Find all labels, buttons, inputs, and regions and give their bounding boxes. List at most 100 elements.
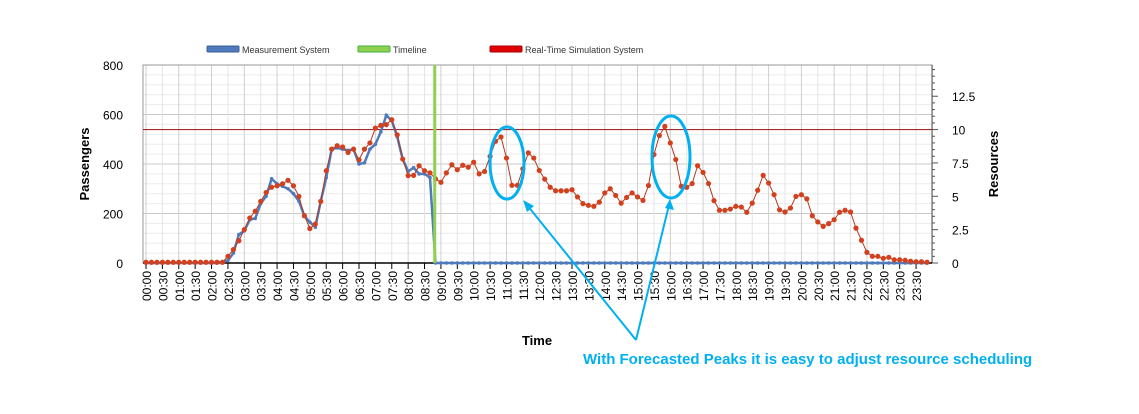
measurement-point <box>362 160 367 165</box>
x-axis-ticks: 00:00 00:30 01:00 01:30 02:00 02:30 03:00 03:30… <box>140 262 932 301</box>
simulation-point <box>645 182 652 189</box>
simulation-point <box>744 209 750 215</box>
simulation-point <box>241 226 247 233</box>
simulation-point <box>525 150 531 156</box>
measurement-point <box>597 261 602 265</box>
measurement-point <box>739 261 744 265</box>
simulation-point <box>831 217 837 223</box>
measurement-point <box>777 261 782 265</box>
peak-highlight-ellipse <box>488 125 526 201</box>
series <box>143 65 932 265</box>
arrow-head-icon <box>665 199 674 210</box>
measurement-point <box>826 261 831 265</box>
x-tick-label: 10:30 <box>484 271 498 301</box>
measurement-point <box>646 261 651 265</box>
simulation-point <box>536 167 542 174</box>
simulation-point <box>760 172 766 178</box>
measurement-point <box>684 261 689 265</box>
simulation-point <box>378 122 384 128</box>
simulation-point <box>864 249 870 255</box>
measurement-point <box>608 261 613 265</box>
simulation-point <box>776 207 783 213</box>
measurement-point <box>815 261 820 265</box>
measurement-point <box>701 261 705 265</box>
simulation-point <box>372 125 378 131</box>
x-tick-label: 18:00 <box>730 271 744 301</box>
x-tick-label: 03:30 <box>255 271 269 301</box>
measurement-point <box>537 261 542 265</box>
x-axis-title: Time <box>522 333 552 348</box>
x-tick-label: 03:00 <box>238 271 252 301</box>
measurement-point <box>865 261 869 265</box>
measurement-point <box>286 186 290 191</box>
measurement-point <box>613 261 618 265</box>
x-tick-label: 20:00 <box>795 271 809 301</box>
simulation-point <box>269 184 275 190</box>
simulation-point <box>285 177 291 183</box>
simulation-point <box>607 186 613 192</box>
simulation-point <box>394 132 400 138</box>
simulation-point <box>695 163 701 169</box>
simulation-point <box>263 189 269 196</box>
simulation-point <box>858 237 865 243</box>
x-tick-label: 09:30 <box>451 271 465 301</box>
simulation-point <box>804 196 810 202</box>
measurement-point <box>750 261 755 265</box>
measurement-point <box>444 261 449 265</box>
measurement-point <box>226 258 230 263</box>
simulation-point <box>208 259 215 265</box>
measurement-point <box>799 261 804 265</box>
x-tick-label: 05:30 <box>320 271 334 301</box>
simulation-point <box>820 223 826 229</box>
simulation-point <box>279 181 286 187</box>
measurement-point <box>859 261 864 265</box>
measurement-point <box>668 261 673 265</box>
measurement-point <box>723 261 727 265</box>
simulation-point <box>411 172 417 178</box>
simulation-point <box>367 140 373 146</box>
measurement-point <box>734 261 738 265</box>
simulation-point <box>815 219 821 225</box>
x-tick-label: 05:00 <box>304 271 318 301</box>
simulation-point <box>345 149 351 155</box>
measurement-point <box>553 261 558 265</box>
measurement-point <box>531 261 536 265</box>
measurement-point <box>602 261 607 265</box>
measurement-point <box>308 220 312 224</box>
simulation-point <box>482 168 488 175</box>
annotation-arrow <box>635 204 670 341</box>
y-tick-label: 200 <box>103 208 123 222</box>
simulation-point <box>913 259 919 265</box>
simulation-point <box>449 162 455 168</box>
simulation-point <box>558 188 564 194</box>
measurement-point <box>744 261 749 265</box>
measurement-point <box>881 261 886 265</box>
measurement-point <box>854 261 858 265</box>
measurement-point <box>821 261 826 265</box>
measurement-point <box>717 261 722 265</box>
x-tick-label: 02:00 <box>206 271 220 301</box>
x-tick-label: 07:00 <box>369 271 383 301</box>
x-tick-label: 18:30 <box>746 271 760 301</box>
measurement-point <box>870 261 875 265</box>
x-tick-label: 10:00 <box>468 271 482 301</box>
measurement-point <box>499 261 503 265</box>
measurement-point <box>592 261 596 265</box>
simulation-point <box>421 168 428 174</box>
x-tick-label: 21:30 <box>845 271 859 301</box>
simulation-point <box>826 221 832 227</box>
measurement-point <box>521 261 525 265</box>
measurement-point <box>231 251 236 255</box>
simulation-point <box>602 190 608 196</box>
measurement-point <box>269 177 274 181</box>
x-tick-label: 06:00 <box>337 271 351 301</box>
simulation-point <box>290 183 297 189</box>
measurement-point <box>488 261 492 265</box>
simulation-point <box>154 259 160 265</box>
measurement-point <box>515 261 520 265</box>
annotation-text: With Forecasted Peaks it is easy to adju… <box>583 351 1032 368</box>
simulation-point <box>722 207 728 213</box>
x-tick-label: 09:00 <box>435 271 449 301</box>
simulation-point <box>842 207 848 213</box>
